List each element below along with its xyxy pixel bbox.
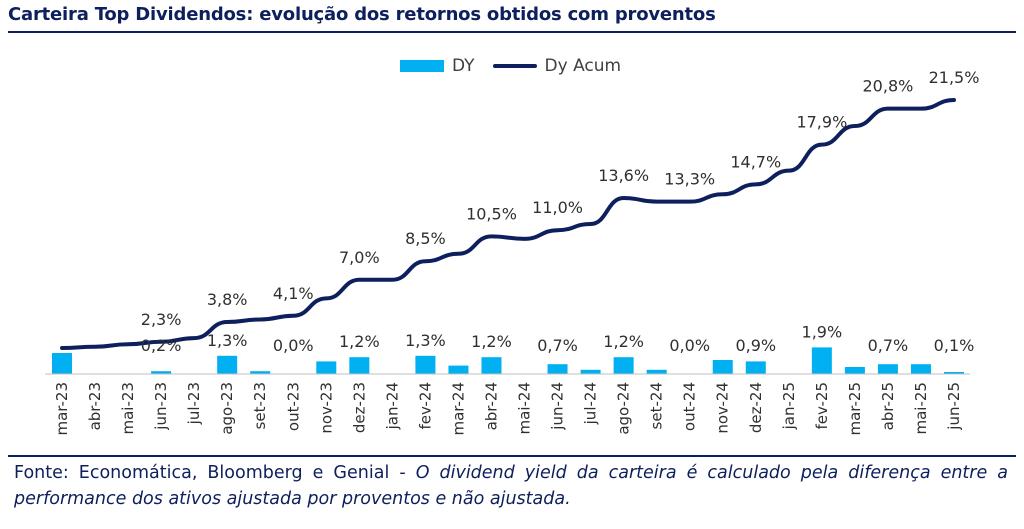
- x-tick-label: abr-25: [879, 382, 897, 430]
- bar-dy-abr-24: [481, 357, 502, 374]
- bar-dy-ago-23: [217, 355, 238, 374]
- bar-series: [52, 347, 964, 374]
- x-tick-label: fev-25: [813, 382, 831, 429]
- line-data-label: 13,3%: [664, 170, 715, 189]
- x-tick-label: ago-24: [615, 382, 633, 435]
- bar-dy-set-23: [250, 371, 271, 374]
- x-tick-label: set-23: [251, 382, 269, 429]
- x-tick-label: abr-24: [482, 382, 500, 430]
- bar-data-label: 1,9%: [802, 322, 843, 341]
- bar-dy-nov-24: [712, 360, 733, 374]
- bar-data-label: 0,0%: [273, 336, 314, 355]
- x-axis-ticks: mar-23 abr-23 mai-23 jun-23 jul-23 ago-23 set-…: [53, 382, 963, 436]
- title-rule: [8, 31, 1016, 33]
- source-italic-note: O dividend yield da carteira é calculado…: [14, 463, 1009, 509]
- bar-dy-abr-25: [877, 364, 898, 374]
- bar-data-label: 0,2%: [141, 336, 182, 355]
- bar-dy-mai-25: [910, 364, 931, 374]
- bar-dy-dez-24: [745, 361, 766, 374]
- line-data-label: 14,7%: [730, 152, 781, 171]
- legend-swatch-bar: [400, 60, 444, 72]
- line-data-label: 13,6%: [598, 166, 649, 185]
- x-tick-label: jul-23: [185, 382, 203, 425]
- line-data-label: 3,8%: [207, 290, 248, 309]
- data-labels: 0,2% 1,3% 0,0% 1,2% 1,3% 1,2% 0,7% 1,2% 0,0% 0,9%…: [141, 68, 980, 355]
- x-tick-label: ago-23: [218, 382, 236, 435]
- x-tick-label: mai-25: [912, 382, 930, 434]
- line-data-label: 7,0%: [339, 248, 380, 267]
- x-tick-label: mar-25: [846, 382, 864, 436]
- bar-data-label: 1,2%: [339, 332, 380, 351]
- bar-dy-jun-24: [547, 364, 568, 374]
- source-note: Fonte: Economática, Bloomberg e Genial -…: [14, 460, 1008, 512]
- chart-legend: DY Dy Acum: [400, 56, 629, 76]
- legend-label-dy: DY: [452, 56, 475, 76]
- bar-data-label: 0,0%: [669, 336, 710, 355]
- x-tick-label: nov-24: [714, 382, 732, 434]
- bar-dy-jun-23: [151, 371, 172, 374]
- bar-dy-jun-25: [944, 372, 964, 374]
- chart-title: Carteira Top Dividendos: evolução dos re…: [8, 4, 716, 25]
- line-data-label: 20,8%: [863, 77, 914, 96]
- x-tick-label: dez-23: [350, 382, 368, 433]
- bar-data-label: 0,7%: [537, 336, 578, 355]
- x-tick-label: jun-25: [945, 382, 963, 431]
- x-tick-label: abr-23: [86, 382, 104, 430]
- source-prefix: Fonte: Economática, Bloomberg e Genial -: [14, 463, 416, 483]
- line-data-label: 2,3%: [141, 310, 182, 329]
- x-tick-label: jun-23: [152, 382, 170, 431]
- bar-data-label: 1,2%: [471, 332, 512, 351]
- x-tick-label: jul-24: [582, 382, 600, 425]
- bar-data-label: 0,7%: [868, 336, 909, 355]
- legend-label-dy-acum: Dy Acum: [544, 56, 622, 76]
- combo-chart: mar-23 abr-23 mai-23 jun-23 jul-23 ago-23 set-…: [45, 68, 980, 436]
- x-tick-label: dez-24: [747, 382, 765, 433]
- bar-dy-jul-24: [580, 369, 601, 374]
- bar-dy-set-24: [646, 369, 667, 374]
- line-data-label: 10,5%: [466, 204, 517, 223]
- x-tick-label: nov-23: [317, 382, 335, 434]
- x-tick-label: mai-23: [119, 382, 137, 434]
- bar-dy-fev-24: [415, 355, 436, 374]
- x-tick-label: out-23: [284, 382, 302, 431]
- line-data-label: 11,0%: [532, 198, 583, 217]
- x-tick-label: jan-25: [780, 382, 798, 430]
- bar-dy-nov-23: [316, 361, 337, 374]
- bar-data-label: 1,3%: [405, 331, 446, 350]
- bar-data-label: 1,2%: [603, 332, 644, 351]
- bar-dy-mar-23: [52, 353, 72, 374]
- line-data-label: 8,5%: [405, 229, 446, 248]
- bar-dy-ago-24: [613, 357, 634, 374]
- legend-swatch-line: [492, 64, 537, 68]
- bar-data-label: 0,1%: [934, 336, 975, 355]
- x-tick-label: out-24: [681, 382, 699, 431]
- line-series-dy-acum: [60, 98, 956, 350]
- x-tick-label: fev-24: [416, 382, 434, 429]
- x-tick-label: set-24: [648, 382, 666, 429]
- line-data-label: 4,1%: [273, 284, 314, 303]
- footer-rule: [8, 455, 1016, 457]
- bar-dy-dez-23: [349, 357, 370, 374]
- legend-item-dy-acum: Dy Acum: [492, 56, 622, 76]
- line-data-label: 17,9%: [796, 113, 847, 132]
- x-tick-label: mar-24: [449, 382, 467, 436]
- x-tick-label: mai-24: [516, 382, 534, 434]
- x-tick-label: jan-24: [383, 382, 401, 430]
- x-tick-label: mar-23: [53, 382, 71, 436]
- bar-dy-mar-25: [844, 367, 865, 374]
- bar-data-label: 1,3%: [207, 331, 248, 350]
- bar-dy-mar-24: [448, 365, 469, 374]
- bar-dy-fev-25: [811, 347, 832, 374]
- line-data-label: 21,5%: [929, 68, 980, 87]
- x-tick-label: jun-24: [549, 382, 567, 431]
- legend-item-dy: DY: [400, 56, 475, 76]
- bar-data-label: 0,9%: [735, 336, 776, 355]
